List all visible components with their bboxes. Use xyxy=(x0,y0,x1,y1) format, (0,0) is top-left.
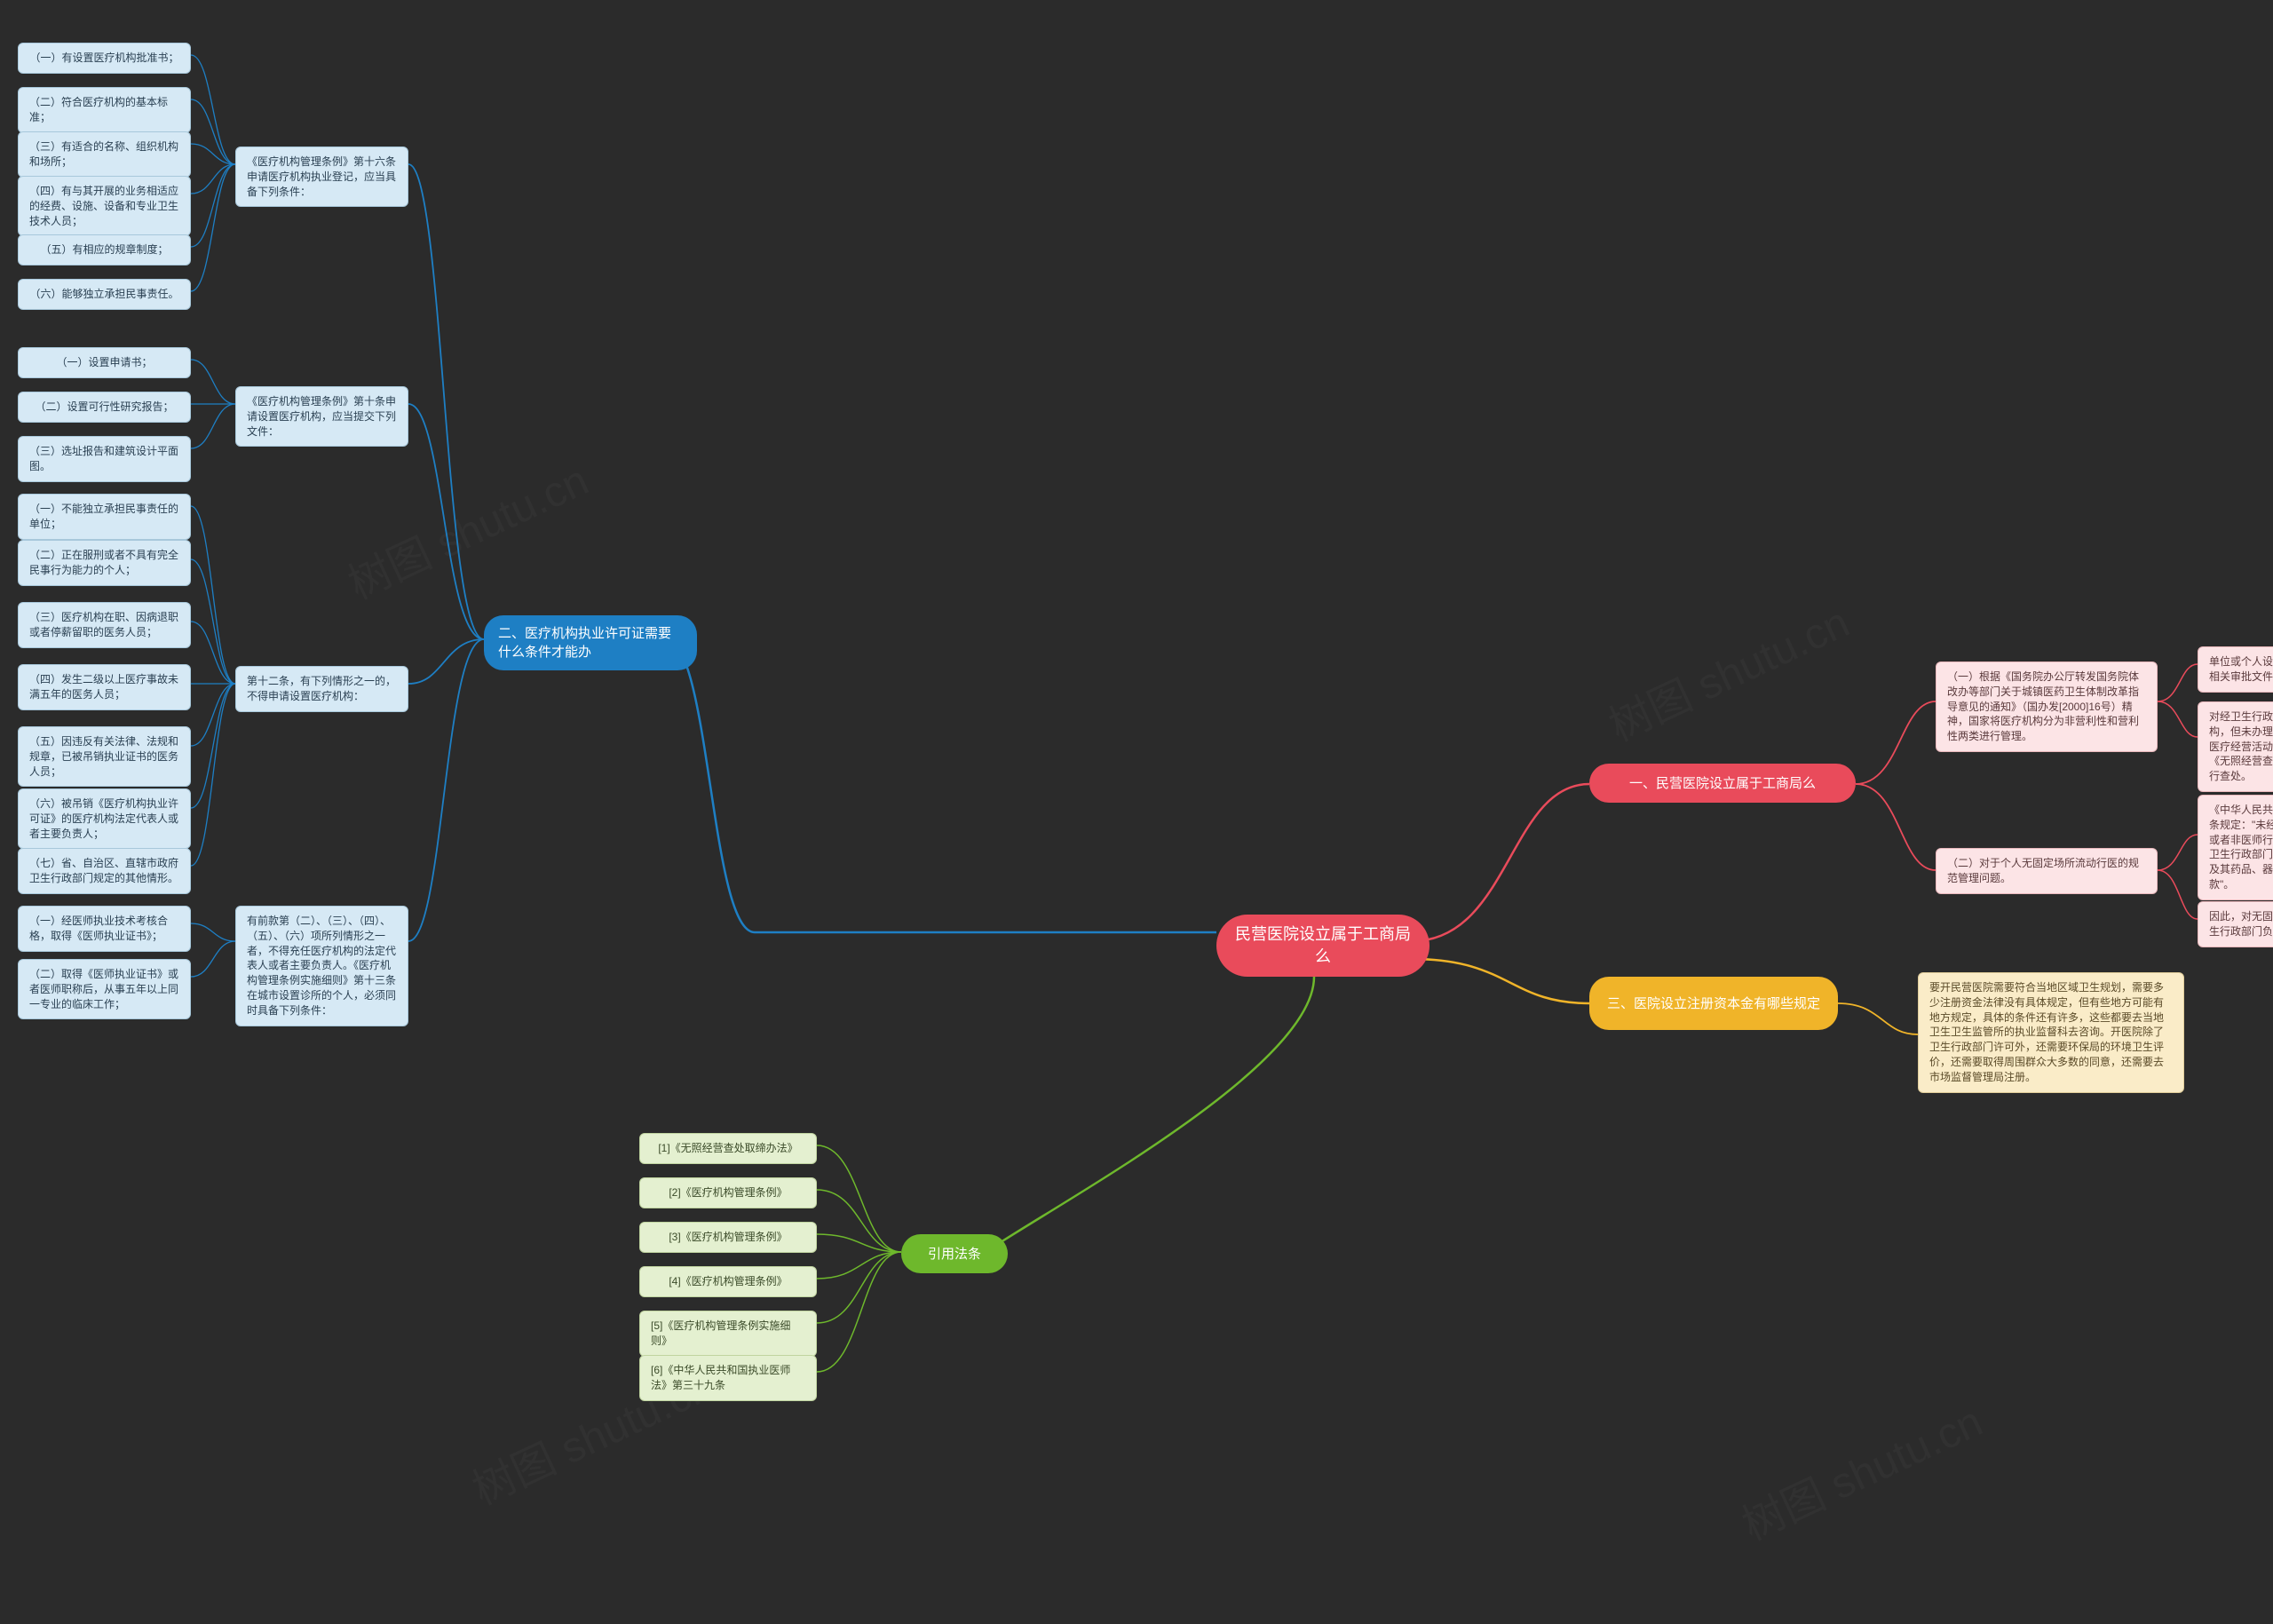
watermark: 树图 shutu.cn xyxy=(1597,588,1857,753)
branch2-c1-l5[interactable]: （五）有相应的规章制度； xyxy=(18,234,191,265)
branch2-c3-l6[interactable]: （六）被吊销《医疗机构执业许可证》的医疗机构法定代表人或者主要负责人； xyxy=(18,788,191,849)
branch1-c2[interactable]: （二）对于个人无固定场所流动行医的规范管理问题。 xyxy=(1936,848,2158,894)
branch1-c1-l2[interactable]: 对经卫生行政部门核定为营利性医疗机构，但未办理工商登记的单位或个人开展医疗经营活… xyxy=(2198,701,2273,792)
branch-3[interactable]: 三、医院设立注册资本金有哪些规定 xyxy=(1589,977,1838,1030)
branch2-c3-l3[interactable]: （三）医疗机构在职、因病退职或者停薪留职的医务人员； xyxy=(18,602,191,648)
branch2-c2-l2[interactable]: （二）设置可行性研究报告； xyxy=(18,392,191,423)
branch2-c2-l1[interactable]: （一）设置申请书； xyxy=(18,347,191,378)
branch4-l5[interactable]: [5]《医疗机构管理条例实施细则》 xyxy=(639,1311,817,1357)
root-node[interactable]: 民营医院设立属于工商局么 xyxy=(1216,915,1430,977)
branch2-c3-l2[interactable]: （二）正在服刑或者不具有完全民事行为能力的个人； xyxy=(18,540,191,586)
branch2-c4-l1[interactable]: （一）经医师执业技术考核合格，取得《医师执业证书》； xyxy=(18,906,191,952)
watermark: 树图 shutu.cn xyxy=(337,446,597,611)
branch1-c2-l1[interactable]: 《中华人民共和国执业医师法》第三十九条规定："未经批准擅自开办医疗机构行医或者非… xyxy=(2198,795,2273,900)
branch2-c1-l4[interactable]: （四）有与其开展的业务相适应的经费、设施、设备和专业卫生技术人员； xyxy=(18,176,191,236)
branch2-c1-l2[interactable]: （二）符合医疗机构的基本标准； xyxy=(18,87,191,133)
branch2-c1[interactable]: 《医疗机构管理条例》第十六条申请医疗机构执业登记，应当具备下列条件： xyxy=(235,147,408,207)
branch2-c2-l3[interactable]: （三）选址报告和建筑设计平面图。 xyxy=(18,436,191,482)
branch2-c4[interactable]: 有前款第（二）、（三）、（四）、（五）、（六）项所列情形之一者，不得充任医疗机构… xyxy=(235,906,408,1026)
branch4-l2[interactable]: [2]《医疗机构管理条例》 xyxy=(639,1177,817,1208)
branch2-c3-l4[interactable]: （四）发生二级以上医疗事故未满五年的医务人员； xyxy=(18,664,191,710)
branch2-c3-l1[interactable]: （一）不能独立承担民事责任的单位； xyxy=(18,494,191,540)
branch-2[interactable]: 二、医疗机构执业许可证需要什么条件才能办 xyxy=(484,615,697,670)
branch-1[interactable]: 一、民营医院设立属于工商局么 xyxy=(1589,764,1856,803)
branch1-c1[interactable]: （一）根据《国务院办公厅转发国务院体改办等部门关于城镇医药卫生体制改革指导意见的… xyxy=(1936,661,2158,752)
branch2-c3-l7[interactable]: （七）省、自治区、直辖市政府卫生行政部门规定的其他情形。 xyxy=(18,848,191,894)
branch4-l1[interactable]: [1]《无照经营查处取缔办法》 xyxy=(639,1133,817,1164)
branch3-l1[interactable]: 要开民营医院需要符合当地区域卫生规划，需要多少注册资金法律没有具体规定，但有些地… xyxy=(1918,972,2184,1093)
branch2-c3-l5[interactable]: （五）因违反有关法律、法规和规章，已被吊销执业证书的医务人员； xyxy=(18,726,191,787)
branch4-l4[interactable]: [4]《医疗机构管理条例》 xyxy=(639,1266,817,1297)
branch2-c1-l1[interactable]: （一）有设置医疗机构批准书； xyxy=(18,43,191,74)
branch2-c1-l6[interactable]: （六）能够独立承担民事责任。 xyxy=(18,279,191,310)
branch-4[interactable]: 引用法条 xyxy=(901,1234,1008,1273)
branch4-l6[interactable]: [6]《中华人民共和国执业医师法》第三十九条 xyxy=(639,1355,817,1401)
branch4-l3[interactable]: [3]《医疗机构管理条例》 xyxy=(639,1222,817,1253)
branch2-c2[interactable]: 《医疗机构管理条例》第十条申请设置医疗机构，应当提交下列文件： xyxy=(235,386,408,447)
branch2-c1-l3[interactable]: （三）有适合的名称、组织机构和场所； xyxy=(18,131,191,178)
watermark: 树图 shutu.cn xyxy=(1730,1387,1991,1552)
branch1-c1-l1[interactable]: 单位或个人设立营利性医疗机构，在取得相关审批文件后应当办理工商登记。 xyxy=(2198,646,2273,693)
mindmap-edges xyxy=(0,0,2273,1624)
branch2-c4-l2[interactable]: （二）取得《医师执业证书》或者医师职称后，从事五年以上同一专业的临床工作； xyxy=(18,959,191,1019)
branch2-c3[interactable]: 第十二条，有下列情形之一的，不得申请设置医疗机构： xyxy=(235,666,408,712)
branch1-c2-l2[interactable]: 因此，对无固定场所流动行医的，应由卫生行政部门负责查处。 xyxy=(2198,901,2273,947)
